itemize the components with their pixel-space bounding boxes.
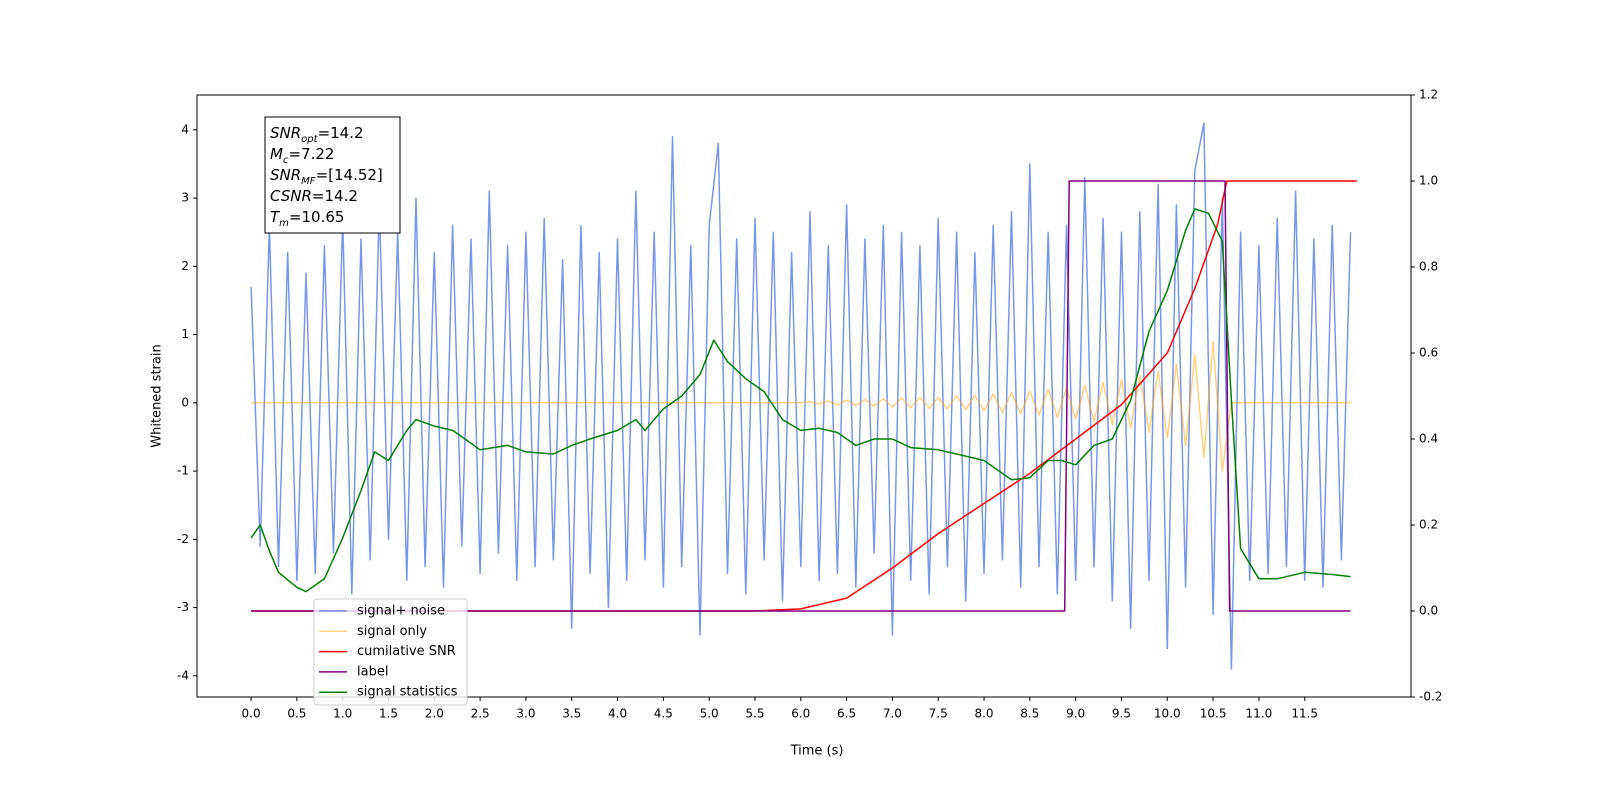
x-tick-label: 0.5 xyxy=(287,707,306,721)
y-tick-label: -1 xyxy=(177,464,189,478)
y2-tick-label: 0.0 xyxy=(1419,604,1438,618)
x-tick-label: 5.5 xyxy=(745,707,764,721)
annotation-symbol: SNR xyxy=(270,166,301,184)
annotation-subscript: MF xyxy=(301,176,316,187)
y-tick-label: 0 xyxy=(181,395,189,409)
y2-tick-label: 0.2 xyxy=(1419,518,1438,532)
y-tick-label: 4 xyxy=(181,122,189,136)
series-line xyxy=(250,122,1352,670)
y2-tick-label: 0.4 xyxy=(1419,432,1438,446)
x-tick-label: 1.0 xyxy=(333,707,352,721)
annotation-line: CSNR=14.2 xyxy=(270,187,358,205)
x-tick-label: 2.0 xyxy=(425,707,444,721)
x-tick-label: 6.0 xyxy=(791,707,810,721)
annotation-symbol: M xyxy=(270,145,283,163)
annotation-symbol: T xyxy=(270,208,281,226)
x-tick-label: 6.5 xyxy=(837,707,856,721)
y2-tick-label: 1.2 xyxy=(1419,88,1438,102)
x-tick-label: 8.5 xyxy=(1020,707,1039,721)
x-tick-label: 3.0 xyxy=(516,707,535,721)
x-tick-label: 3.5 xyxy=(562,707,581,721)
annotation-text: =7.22 xyxy=(288,145,334,163)
y2-tick-label: 0.6 xyxy=(1419,346,1438,360)
x-tick-label: 9.0 xyxy=(1066,707,1085,721)
y2-tick-label: 1.0 xyxy=(1419,174,1438,188)
y-tick-label: 2 xyxy=(181,259,189,273)
plot-frame xyxy=(196,94,1412,698)
annotation-text: =10.65 xyxy=(289,208,345,226)
annotation-subscript: m xyxy=(279,218,289,229)
series-line xyxy=(251,340,1351,472)
annotation-text: =14.2 xyxy=(318,124,364,142)
x-tick-label: 1.5 xyxy=(379,707,398,721)
annotation-symbol: CSNR xyxy=(270,187,312,205)
legend-label: signal+ noise xyxy=(357,604,445,619)
y-tick-label: -3 xyxy=(177,600,189,614)
annotation-text: =[14.52] xyxy=(316,166,383,184)
x-tick-label: 10.0 xyxy=(1154,707,1181,721)
x-tick-label: 4.0 xyxy=(608,707,627,721)
x-axis-label: Time (s) xyxy=(790,744,844,759)
annotation-box xyxy=(264,116,401,234)
x-tick-label: 0.0 xyxy=(242,707,261,721)
annotation-symbol: SNR xyxy=(270,124,301,142)
x-tick-label: 7.0 xyxy=(883,707,902,721)
annotation-line: Tm=10.65 xyxy=(270,208,344,229)
legend-box xyxy=(313,598,468,706)
y-tick-label: 3 xyxy=(181,191,189,205)
y2-tick-label: -0.2 xyxy=(1419,690,1442,704)
legend-label: cumilative SNR xyxy=(357,644,456,659)
x-tick-label: 10.5 xyxy=(1200,707,1227,721)
annotation-line: SNRopt=14.2 xyxy=(270,124,364,145)
x-tick-label: 9.5 xyxy=(1112,707,1131,721)
series-line xyxy=(251,180,1351,612)
y-tick-label: -2 xyxy=(177,532,189,546)
y-tick-label: -4 xyxy=(177,668,189,682)
x-tick-label: 8.0 xyxy=(974,707,993,721)
x-tick-label: 7.5 xyxy=(929,707,948,721)
annotation-line: SNRMF=[14.52] xyxy=(270,166,383,187)
x-tick-label: 11.5 xyxy=(1291,707,1318,721)
legend-label: signal only xyxy=(357,624,427,639)
y-tick-label: 1 xyxy=(181,327,189,341)
legend-label: signal statistics xyxy=(357,685,458,700)
series-line xyxy=(250,208,1351,593)
series-line xyxy=(251,180,1357,612)
annotation-line: Mc=7.22 xyxy=(270,145,334,166)
annotation-subscript: opt xyxy=(301,134,318,145)
x-tick-label: 11.0 xyxy=(1246,707,1273,721)
y-axis-label: Whitened strain xyxy=(150,344,165,447)
x-tick-label: 2.5 xyxy=(471,707,490,721)
x-tick-label: 4.5 xyxy=(654,707,673,721)
x-tick-label: 5.0 xyxy=(700,707,719,721)
annotation-subscript: c xyxy=(283,155,289,166)
legend-label: label xyxy=(357,664,388,679)
annotation-text: =14.2 xyxy=(312,187,358,205)
y2-tick-label: 0.8 xyxy=(1419,260,1438,274)
